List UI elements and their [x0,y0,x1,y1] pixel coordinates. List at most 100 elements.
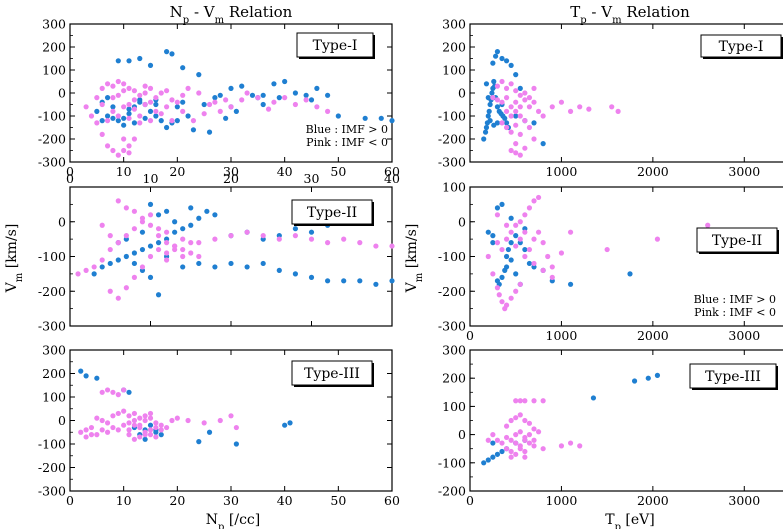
data-point [142,436,148,442]
data-point [131,410,137,417]
data-point [490,233,496,239]
data-point [255,95,261,101]
left-title: Np - Vm Relation [170,3,293,26]
data-point [126,413,132,419]
data-point [147,427,154,433]
type-label: Type-III [304,366,360,382]
data-point [508,448,514,455]
data-point [139,229,146,235]
data-point [155,226,162,232]
data-point [494,120,501,126]
data-point [115,295,121,301]
data-point [137,434,143,440]
data-point [99,427,105,433]
data-point [115,427,121,433]
x-tick-label: 0 [466,493,474,508]
data-point [494,285,501,291]
data-point [110,108,116,114]
data-point [577,104,583,110]
data-point [142,101,148,108]
data-point [494,451,501,457]
data-point [499,440,505,446]
data-point [493,53,499,59]
data-point [503,423,510,429]
data-point [147,415,154,421]
data-point [155,233,162,239]
y-tick-label: 100 [442,180,466,195]
data-point [158,427,164,433]
data-point [522,417,528,424]
data-point [282,78,288,85]
x-tick-label: 40 [384,171,400,186]
data-point [505,246,511,253]
data-point [180,264,186,270]
data-point [201,420,207,426]
data-point [137,415,143,421]
x-tick-label: 0 [66,493,74,508]
data-point [249,92,256,98]
data-point [517,85,523,91]
data-point [485,437,491,443]
data-point [180,108,186,114]
data-point [126,101,132,108]
x-tick-label: 0 [66,164,74,179]
data-point [206,429,213,435]
data-point [485,229,491,235]
data-point [123,253,129,260]
data-point [174,104,180,110]
data-point [88,113,95,119]
data-point [292,101,298,108]
y-tick-label: 200 [442,40,466,55]
data-point [517,398,523,404]
data-point [115,240,121,246]
data-point [164,257,170,263]
data-point [131,422,137,428]
data-point [172,219,178,225]
data-point [104,420,111,426]
y-tick-label: -100 [438,109,466,124]
data-point [217,108,223,114]
series-pink [485,194,711,312]
data-point [204,208,210,214]
series-pink [78,387,239,442]
data-point [147,108,154,114]
right-y-axis-label: Vm [km/s] [404,224,425,294]
series-blue [485,201,633,287]
data-point [115,198,121,204]
data-point [260,92,266,98]
data-point [131,436,137,442]
data-point [239,97,245,103]
left-x-axis-label: Np [/cc] [206,512,260,529]
data-point [545,253,551,260]
data-point [567,281,574,287]
data-point [508,437,514,443]
data-point [526,104,533,110]
series-pink [485,398,583,460]
data-point [276,267,282,273]
data-point [115,410,121,417]
data-point [164,250,170,256]
data-point [549,104,555,110]
data-point [531,398,537,404]
data-point [131,417,137,424]
data-point [196,260,202,267]
type-label-box [696,227,778,253]
data-point [121,136,127,142]
data-point [508,113,514,119]
data-point [513,108,519,114]
data-point [185,85,191,91]
data-point [110,147,116,154]
data-point [499,55,505,62]
data-point [123,233,129,239]
data-point [131,88,137,94]
data-point [485,95,491,101]
data-point [705,222,711,228]
data-point [531,260,537,267]
data-point [503,434,510,441]
data-point [308,229,315,235]
data-point [503,253,510,260]
x-tick-label: 20 [169,493,185,508]
data-point [615,108,621,114]
data-point [513,141,519,147]
